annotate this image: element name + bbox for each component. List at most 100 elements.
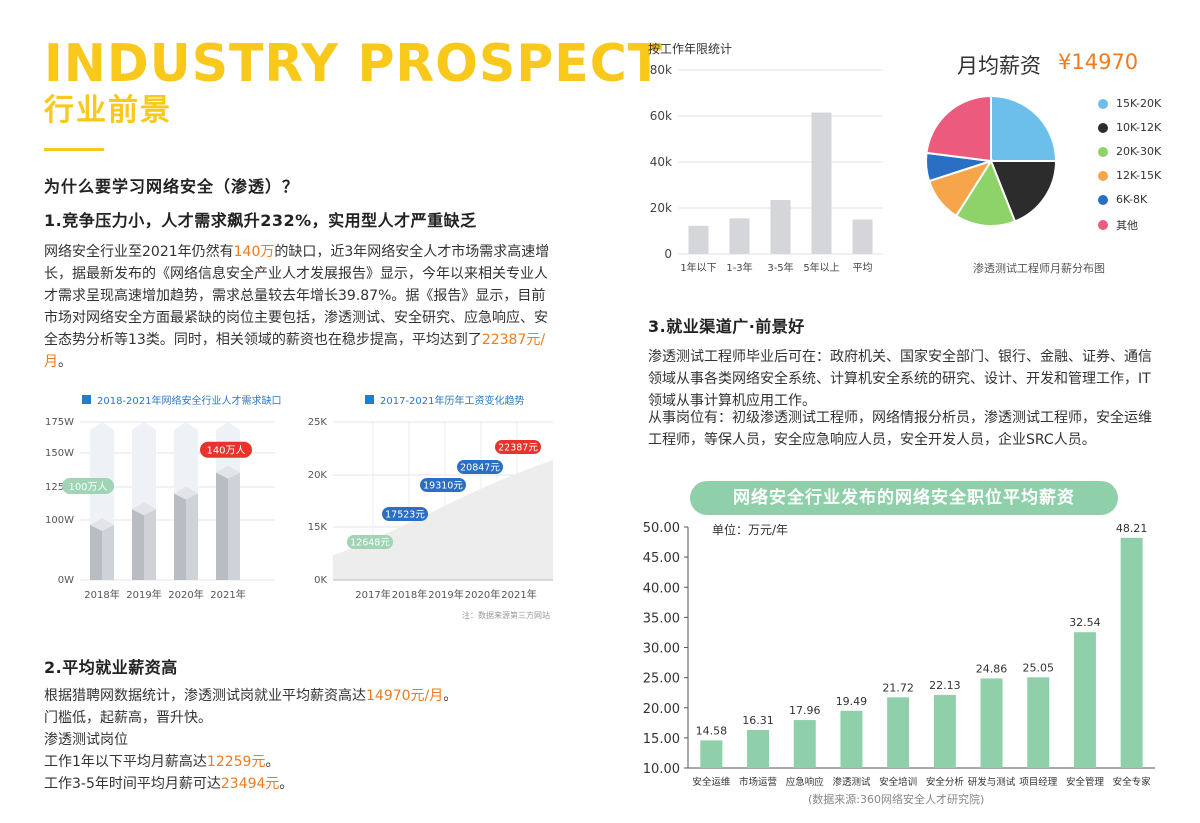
gap-bar-top bbox=[90, 518, 114, 531]
text-segment: 的缺口，近3年网络安全人才市场需求高速增长，据最新发布的《网络信息安全产业人才发… bbox=[44, 244, 550, 348]
pie-slice bbox=[954, 158, 1017, 227]
years-bar bbox=[852, 219, 873, 254]
positions-data-label: 14.58 bbox=[696, 724, 728, 737]
positions-xtick-label: 项目经理 bbox=[1019, 776, 1058, 788]
title-underline bbox=[44, 148, 104, 151]
question-heading: 为什么要学习网络安全（渗透）？ bbox=[44, 177, 300, 196]
gap-chart-legend-text: 2018-2021年网络安全行业人才需求缺口 bbox=[97, 396, 282, 407]
years-bar bbox=[811, 112, 832, 254]
section1-paragraph: 网络安全行业至2021年仍然有140万的缺口，近3年网络安全人才市场需求高速增长… bbox=[44, 241, 556, 373]
positions-data-label: 16.31 bbox=[742, 714, 774, 727]
gap-ytick-label: 175W bbox=[45, 417, 74, 428]
text-segment: 。 bbox=[443, 688, 458, 704]
title-english: INDUSTRY PROSPECT bbox=[44, 34, 664, 94]
positions-bar bbox=[840, 710, 863, 768]
section2-body: 根据猎聘网数据统计，渗透测试岗就业平均薪资高达14970元/月。 门槛低，起薪高… bbox=[44, 685, 564, 795]
years-chart-title: 按工作年限统计 bbox=[648, 42, 733, 56]
positions-ytick-label: 45.00 bbox=[643, 551, 680, 566]
gap-bar bbox=[216, 472, 228, 580]
text-segment: 工作1年以下平均月薪高达 bbox=[44, 754, 207, 770]
text-segment: 。 bbox=[279, 776, 294, 792]
positions-chart-banner: 网络安全行业发布的网络安全职位平均薪资 bbox=[690, 481, 1118, 515]
text-segment: 网络安全行业至2021年仍然有 bbox=[44, 244, 234, 260]
highlight-gap: 140万 bbox=[233, 244, 275, 260]
positions-bar bbox=[1027, 677, 1050, 768]
years-ytick-label: 60k bbox=[650, 109, 672, 123]
pie-legend-item: 12K-15K bbox=[1098, 169, 1161, 182]
legend-dot-icon bbox=[1098, 220, 1108, 230]
positions-xtick-label: 安全专家 bbox=[1113, 776, 1152, 788]
positions-bar bbox=[793, 720, 816, 768]
wage-data-label-bubble bbox=[382, 507, 428, 521]
highlight-mid-salary: 23494元 bbox=[220, 776, 280, 792]
legend-dot-icon bbox=[1098, 146, 1108, 157]
positions-xtick-label: 市场运营 bbox=[739, 776, 777, 788]
highlight-salary: 22387元/月 bbox=[44, 332, 546, 370]
years-bar bbox=[729, 218, 750, 254]
positions-ytick-label: 30.00 bbox=[643, 642, 680, 657]
wage-data-label-bubble bbox=[495, 440, 541, 454]
positions-xtick-label: 研发与测试 bbox=[968, 776, 1016, 788]
gap-data-label: 140万人 bbox=[206, 445, 245, 457]
positions-source: (数据来源:360网络安全人才研究院) bbox=[808, 793, 985, 806]
years-ytick-label: 0 bbox=[664, 247, 672, 261]
positions-data-label: 17.96 bbox=[789, 704, 821, 717]
text-segment: 。 bbox=[265, 754, 280, 770]
positions-xtick-label: 安全管理 bbox=[1066, 776, 1105, 788]
wage-ytick-label: 25K bbox=[308, 417, 328, 428]
legend-square-icon bbox=[365, 395, 374, 404]
pie-legend-item: 10K-12K bbox=[1098, 121, 1161, 134]
wage-chart-note: 注：数据来源第三方网站 bbox=[462, 611, 550, 620]
gap-ytick-label: 125W bbox=[45, 482, 74, 493]
legend-square-icon bbox=[82, 395, 91, 404]
positions-ytick-label: 40.00 bbox=[643, 581, 680, 596]
positions-data-label: 24.86 bbox=[976, 662, 1008, 675]
gap-bar bbox=[132, 509, 144, 580]
wage-chart-legend: 2017-2021年历年工资变化趋势 bbox=[365, 392, 525, 407]
section2-line-1: 根据猎聘网数据统计，渗透测试岗就业平均薪资高达14970元/月。 bbox=[44, 685, 564, 707]
gap-bar bbox=[90, 525, 102, 580]
years-chart: 0 20k 40k 60k 80k 1年以下 1-3年 3-5年 5年以上 平均 bbox=[650, 63, 883, 274]
gap-data-label-bubble bbox=[62, 478, 114, 494]
wage-ytick-label: 0K bbox=[314, 575, 327, 586]
wage-xtick-label: 2021年 bbox=[501, 588, 536, 601]
legend-dot-icon bbox=[1098, 122, 1108, 133]
section2-heading: 2.平均就业薪资高 bbox=[44, 658, 178, 677]
positions-chart: 10.00 15.00 20.00 25.00 30.00 35.00 40.00 45.00… bbox=[643, 521, 1155, 788]
gap-bar-side bbox=[102, 525, 114, 580]
wage-data-label-bubble bbox=[347, 535, 393, 549]
pie-legend-label: 其他 bbox=[1116, 219, 1138, 232]
section1-heading: 1.竞争压力小，人才需求飙升232%，实用型人才严重缺乏 bbox=[44, 211, 477, 230]
text-segment: 根据猎聘网数据统计，渗透测试岗就业平均薪资高达 bbox=[44, 688, 366, 704]
wage-data-label: 22387元 bbox=[498, 443, 538, 454]
wage-xtick-label: 2018年 bbox=[392, 588, 427, 601]
positions-data-label: 48.21 bbox=[1116, 522, 1148, 535]
years-xtick-label: 5年以上 bbox=[803, 261, 839, 274]
wage-area bbox=[333, 460, 553, 580]
gap-xtick-label: 2018年 bbox=[84, 588, 119, 601]
text-segment: 工作3-5年时间平均月薪可达 bbox=[44, 776, 221, 792]
gap-bar-side bbox=[228, 472, 240, 580]
text-segment: 。 bbox=[58, 354, 72, 370]
pie-legend-label: 10K-12K bbox=[1116, 121, 1162, 134]
years-bar bbox=[770, 199, 791, 254]
pie-slice bbox=[925, 94, 992, 163]
positions-xtick-label: 安全分析 bbox=[926, 776, 965, 788]
positions-bar bbox=[1073, 632, 1096, 768]
section2-line-5: 工作3-5年时间平均月薪可达23494元。 bbox=[44, 773, 564, 795]
positions-ytick-label: 35.00 bbox=[643, 611, 680, 626]
years-ytick-label: 80k bbox=[650, 63, 672, 77]
gap-xtick-label: 2019年 bbox=[126, 588, 161, 601]
positions-ytick-label: 15.00 bbox=[643, 732, 680, 747]
title-chinese: 行业前景 bbox=[44, 93, 172, 128]
years-xtick-label: 1年以下 bbox=[680, 261, 716, 274]
section2-line-2: 门槛低，起薪高，晋升快。 bbox=[44, 710, 212, 726]
section3-paragraph-2: 从事岗位有：初级渗透测试工程师，网络情报分析员，渗透测试工程师，安全运维工程师，… bbox=[648, 410, 1152, 448]
wage-data-label: 17523元 bbox=[385, 510, 425, 521]
wage-xtick-label: 2019年 bbox=[428, 588, 463, 601]
years-ytick-label: 40k bbox=[650, 155, 672, 169]
gap-chart: 0W 100W 125W 150W 175W 2018年 2019年 2020年 2021年 10… bbox=[45, 417, 275, 601]
gap-bar bbox=[174, 493, 186, 580]
legend-dot-icon bbox=[1098, 98, 1108, 109]
years-ytick-label: 20k bbox=[650, 201, 672, 215]
